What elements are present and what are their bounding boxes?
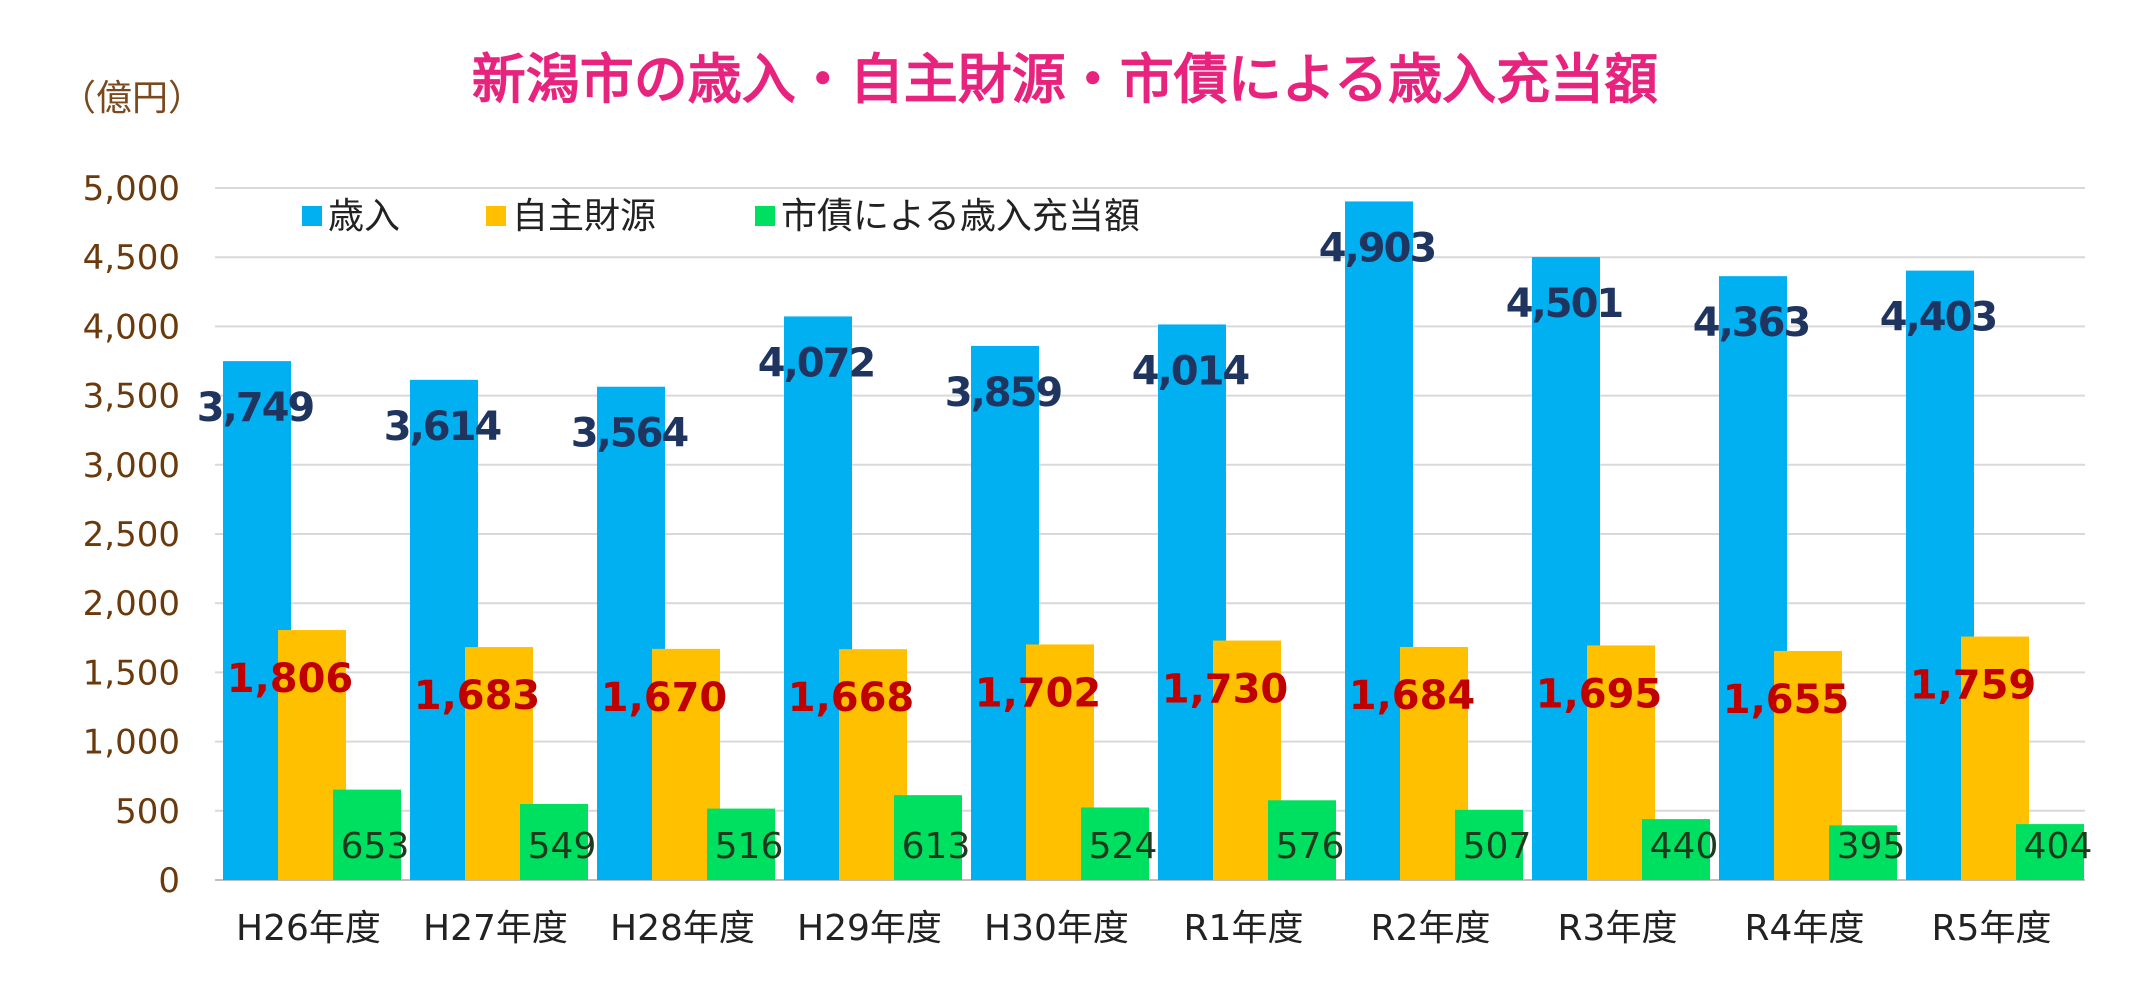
x-tick-label: R4年度: [1745, 908, 1865, 949]
data-label-own-revenue: 1,668: [788, 675, 915, 721]
y-axis-unit: （億円）: [60, 78, 204, 119]
bar-bond-revenue: [2016, 824, 2084, 880]
x-tick-label: H26年度: [236, 908, 381, 949]
y-tick-label: 5,000: [83, 169, 180, 209]
y-tick-label: 1,500: [83, 653, 180, 693]
data-label-own-revenue: 1,655: [1723, 677, 1850, 723]
y-tick-label: 4,000: [83, 307, 180, 347]
data-label-bond-revenue: 507: [1463, 826, 1532, 867]
legend-swatch-own-revenue: [486, 206, 506, 226]
data-label-revenue: 3,564: [571, 411, 688, 457]
data-label-own-revenue: 1,806: [227, 656, 354, 702]
data-label-own-revenue: 1,702: [975, 670, 1102, 716]
x-tick-label: R1年度: [1184, 908, 1304, 949]
data-label-bond-revenue: 613: [902, 826, 971, 867]
chart-title: 新潟市の歳入・自主財源・市債による歳入充当額: [472, 48, 1658, 111]
data-label-bond-revenue: 440: [1650, 826, 1719, 867]
y-tick-label: 2,000: [83, 584, 180, 624]
x-tick-label: R2年度: [1371, 908, 1491, 949]
x-tick-label: R3年度: [1558, 908, 1678, 949]
bar-bond-revenue: [1081, 807, 1149, 880]
x-tick-label: H28年度: [610, 908, 755, 949]
data-label-bond-revenue: 653: [341, 826, 410, 867]
data-label-revenue: 4,501: [1506, 281, 1623, 327]
bar-bond-revenue: [707, 808, 775, 880]
data-label-own-revenue: 1,670: [601, 675, 728, 721]
y-tick-label: 4,500: [83, 238, 180, 278]
x-tick-label: R5年度: [1932, 908, 2052, 949]
data-label-own-revenue: 1,759: [1910, 663, 2037, 709]
data-label-bond-revenue: 576: [1276, 826, 1345, 867]
legend-label-revenue: 歳入: [328, 196, 400, 237]
x-tick-label: H29年度: [797, 908, 942, 949]
data-label-bond-revenue: 404: [2024, 826, 2093, 867]
data-label-revenue: 3,749: [197, 385, 314, 431]
data-label-own-revenue: 1,695: [1536, 671, 1663, 717]
x-axis-ticks: H26年度 H27年度 H28年度 H29年度 H30年度 R1年度 R2年度 R3年度 R4年…: [236, 908, 2051, 949]
data-label-revenue: 4,014: [1132, 348, 1249, 394]
data-label-bond-revenue: 395: [1837, 826, 1906, 867]
bar-bond-revenue: [333, 789, 401, 880]
bar-bond-revenue: [1268, 800, 1336, 880]
y-axis-ticks: 0 500 1,000 1,500 2,000 2,500 3,000 3,500 4,000 4…: [83, 169, 180, 901]
legend: 歳入 自主財源 市債による歳入充当額: [302, 196, 1140, 237]
y-tick-label: 0: [158, 861, 180, 901]
data-label-revenue: 3,859: [945, 370, 1062, 416]
data-label-revenue: 4,903: [1319, 225, 1436, 271]
legend-swatch-revenue: [302, 206, 322, 226]
data-label-bond-revenue: 549: [528, 826, 597, 867]
y-tick-label: 3,000: [83, 446, 180, 486]
bar-bond-revenue: [1829, 825, 1897, 880]
y-tick-label: 3,500: [83, 377, 180, 417]
bars: [223, 201, 2084, 881]
data-label-bond-revenue: 524: [1089, 826, 1158, 867]
y-tick-label: 1,000: [83, 723, 180, 763]
legend-swatch-bond-revenue: [755, 206, 775, 226]
bar-bond-revenue: [1642, 819, 1710, 880]
data-labels: 3,749 1,806 653 3,614 1,683 549 3,564 1,670 516 4…: [197, 225, 2093, 867]
legend-label-own-revenue: 自主財源: [512, 196, 656, 237]
bar-bond-revenue: [894, 795, 962, 880]
data-label-own-revenue: 1,683: [414, 673, 541, 719]
legend-label-bond-revenue: 市債による歳入充当額: [781, 196, 1140, 237]
y-tick-label: 500: [115, 792, 180, 832]
x-tick-label: H30年度: [984, 908, 1129, 949]
data-label-revenue: 4,403: [1880, 295, 1997, 341]
data-label-revenue: 4,072: [758, 340, 875, 386]
data-label-revenue: 3,614: [384, 404, 501, 450]
data-label-bond-revenue: 516: [715, 826, 784, 867]
data-label-own-revenue: 1,684: [1349, 673, 1476, 719]
data-label-revenue: 4,363: [1693, 300, 1810, 346]
y-tick-label: 2,500: [83, 515, 180, 555]
data-label-own-revenue: 1,730: [1162, 667, 1289, 713]
x-tick-label: H27年度: [423, 908, 568, 949]
bar-bond-revenue: [1455, 809, 1523, 880]
bar-bond-revenue: [520, 804, 588, 880]
